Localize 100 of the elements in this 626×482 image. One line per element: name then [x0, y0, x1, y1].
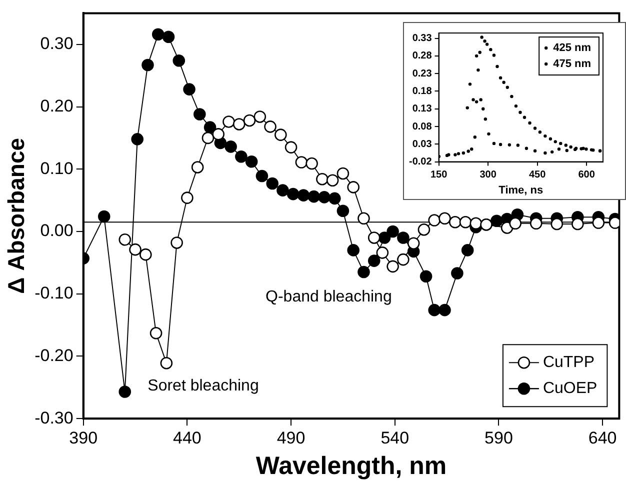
legend-label: 425 nm [553, 42, 592, 54]
point [204, 121, 216, 134]
point [306, 157, 318, 170]
point [451, 267, 464, 280]
point [222, 116, 235, 128]
point [326, 174, 339, 186]
x-tick-label: 390 [69, 428, 98, 448]
x-tick-label: 640 [588, 428, 617, 448]
point [470, 217, 482, 230]
point [129, 243, 142, 256]
point [509, 217, 522, 230]
point [224, 140, 237, 153]
point [256, 170, 268, 182]
point [118, 233, 132, 246]
annotation: Q-band bleaching [266, 288, 392, 306]
point [266, 177, 278, 190]
x-tick-label: 450 [528, 170, 546, 181]
point [286, 188, 300, 200]
x-tick-label: 300 [480, 170, 497, 181]
y-tick-label: 0.23 [412, 68, 432, 80]
legend-label: 475 nm [553, 58, 592, 70]
point [295, 156, 308, 168]
x-axis-title: Wavelength, nm [256, 452, 447, 480]
legend-label: CuOEP [542, 380, 598, 398]
x-tick-label: 590 [484, 428, 513, 448]
point [235, 150, 248, 163]
point [202, 132, 214, 144]
point [592, 216, 605, 229]
y-tick-label: 0.00 [40, 221, 74, 240]
point [232, 118, 246, 130]
annotation: Soret bleaching [148, 378, 259, 395]
y-tick-label: 0.10 [40, 158, 74, 178]
point [191, 161, 204, 174]
point [397, 253, 410, 266]
point [358, 212, 370, 225]
y-tick-label: -0.02 [408, 156, 432, 168]
point [459, 216, 472, 228]
point [212, 128, 224, 140]
point [308, 190, 320, 203]
y-tick-label: -0.10 [34, 284, 74, 303]
point [245, 155, 258, 168]
point [318, 191, 330, 204]
point [264, 120, 276, 133]
point [276, 184, 289, 196]
point [328, 192, 341, 205]
point [316, 172, 328, 186]
point [530, 217, 542, 230]
y-tick-label: 0.33 [412, 33, 432, 44]
point [438, 304, 451, 316]
point [438, 212, 451, 225]
y-tick-label: 0.08 [412, 121, 432, 132]
point [368, 254, 380, 267]
y-tick-label: -0.30 [34, 408, 74, 428]
x-tick-label: 490 [276, 428, 306, 448]
y-axis-title: Δ Absorbance [3, 138, 30, 294]
point [386, 260, 399, 273]
point [418, 223, 430, 236]
legend-label: CuTPP [542, 354, 595, 372]
point [297, 189, 310, 202]
point [386, 225, 399, 238]
y-tick-label: -0.20 [34, 346, 74, 365]
x-tick-label: 150 [430, 170, 448, 181]
point [347, 244, 360, 256]
point [162, 30, 175, 44]
point [428, 304, 440, 316]
point [572, 218, 584, 230]
x-tick-label: 440 [173, 428, 202, 448]
point [98, 210, 110, 223]
point [284, 141, 298, 154]
point [131, 133, 144, 146]
y-tick-label: 0.18 [412, 86, 432, 97]
point [118, 386, 132, 398]
point [336, 204, 350, 218]
point [172, 54, 186, 67]
point [358, 266, 370, 278]
y-tick-label: 0.20 [40, 96, 74, 116]
point [243, 114, 256, 127]
point [461, 244, 474, 256]
point [336, 167, 350, 180]
point [448, 216, 462, 228]
point [183, 83, 196, 96]
point [150, 327, 162, 340]
point [397, 232, 410, 244]
point [170, 236, 183, 249]
point [140, 248, 152, 261]
point [181, 192, 194, 204]
point [194, 108, 206, 120]
point [152, 28, 164, 41]
x-tick-label: 540 [380, 428, 410, 448]
y-tick-label: 0.30 [40, 34, 74, 54]
y-tick-label: 0.03 [412, 138, 432, 150]
point [428, 214, 440, 226]
y-tick-label: 0.28 [412, 50, 432, 62]
x-axis-title: Time, ns [498, 184, 544, 196]
point [420, 270, 432, 283]
x-tick-label: 600 [578, 170, 596, 181]
point [160, 356, 173, 370]
point [142, 58, 154, 72]
point [274, 128, 287, 141]
point [368, 232, 380, 244]
